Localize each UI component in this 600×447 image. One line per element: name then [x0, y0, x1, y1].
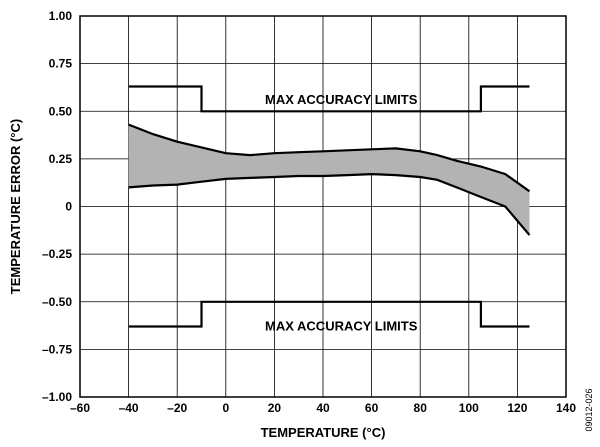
y-tick-label: 0: [65, 200, 72, 214]
x-tick-label: –60: [70, 401, 90, 415]
annotation-label: MAX ACCURACY LIMITS: [265, 92, 418, 107]
band-upper-line: [128, 123, 531, 193]
y-tick-label: –0.50: [42, 295, 72, 309]
lower-limit-line: [128, 300, 530, 328]
y-tick-label: –1.00: [42, 390, 72, 404]
x-tick-label: 40: [316, 401, 330, 415]
y-tick-labels: 1.00 0.75 0.50 0.25 0 –0.25 –0.50 –0.75 –1.00: [42, 9, 72, 404]
annotations: MAX ACCURACY LIMITS MAX ACCURACY LIMITS: [265, 92, 418, 334]
y-axis-title: TEMPERATURE ERROR (°C): [8, 119, 23, 294]
annotation-label: MAX ACCURACY LIMITS: [265, 319, 418, 334]
y-tick-label: 1.00: [49, 9, 73, 23]
error-band: [128, 123, 531, 236]
grid: [79, 15, 567, 398]
plot-frame: [79, 15, 567, 398]
figure-id: 09012-026: [584, 388, 594, 431]
x-tick-label: 60: [365, 401, 379, 415]
x-tick-labels: –60 –40 –20 0 20 40 60 80 100 120 140: [70, 401, 576, 415]
x-tick-label: 120: [507, 401, 527, 415]
accuracy-limits: [128, 85, 530, 328]
band-fill: [128, 124, 530, 236]
y-tick-label: –0.75: [42, 342, 72, 356]
band-lower-line: [128, 172, 531, 236]
x-tick-label: 140: [556, 401, 576, 415]
x-tick-label: 20: [268, 401, 282, 415]
y-tick-label: 0.50: [49, 104, 73, 118]
x-tick-label: –40: [119, 401, 139, 415]
x-tick-label: 100: [459, 401, 479, 415]
upper-limit-line: [128, 85, 530, 113]
x-tick-label: 0: [222, 401, 229, 415]
x-tick-label: –20: [167, 401, 187, 415]
y-tick-label: 0.25: [49, 152, 73, 166]
y-tick-label: 0.75: [49, 57, 73, 71]
x-tick-label: 80: [414, 401, 428, 415]
x-axis-title: TEMPERATURE (°C): [261, 425, 386, 440]
y-tick-label: –0.25: [42, 247, 72, 261]
